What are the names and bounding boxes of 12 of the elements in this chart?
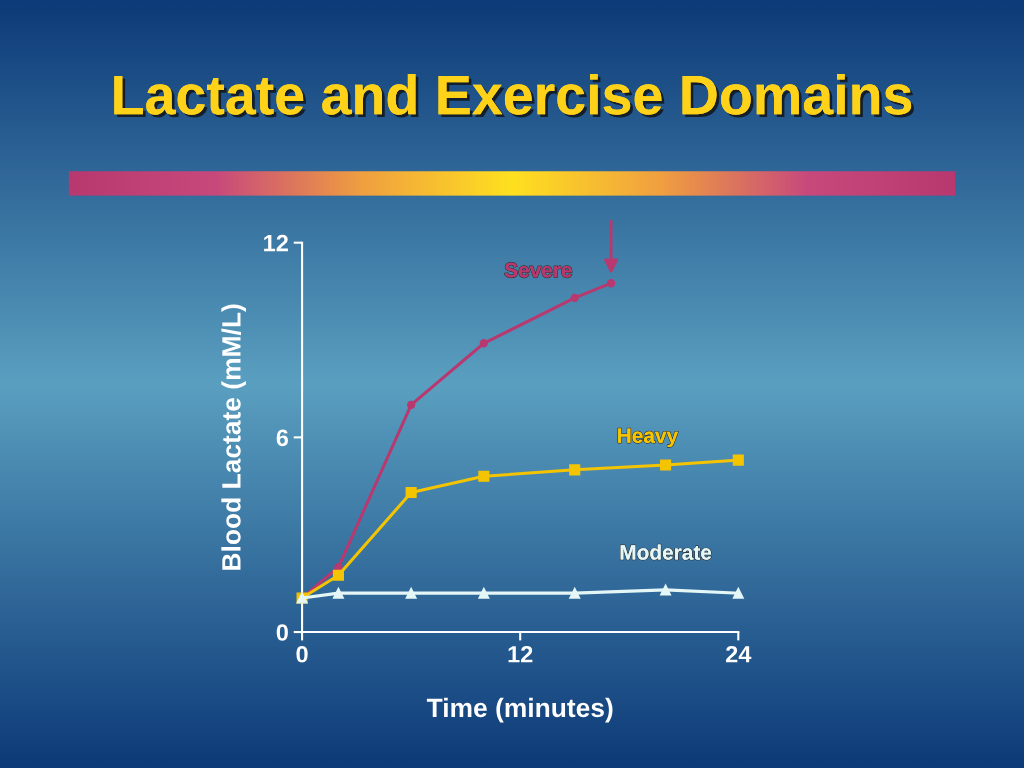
y-tick-label: 12	[264, 234, 288, 252]
x-tick-label: 12	[508, 645, 533, 663]
legend-label: Severe	[504, 262, 572, 278]
x-tick-label: 24	[725, 645, 752, 663]
series-label: Heavy	[618, 428, 679, 448]
chart-title: Lactate and Exercise Domains	[114, 73, 914, 118]
y-tick-label: 0	[276, 624, 288, 641]
y-axis-title: Blood Lactate (mM/L)	[221, 304, 246, 570]
series-label: Moderate	[620, 544, 712, 560]
x-axis-title: Time (minutes)	[426, 697, 613, 723]
y-tick-label: 6	[276, 429, 289, 447]
x-tick-label: 0	[296, 645, 308, 663]
